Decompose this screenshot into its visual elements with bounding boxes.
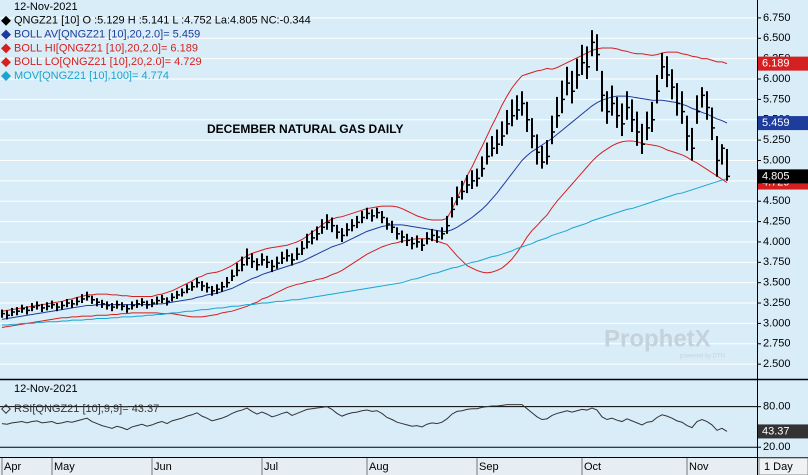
x-tick-label: Oct <box>584 461 601 473</box>
y-tick-label: 3.500 <box>763 277 791 289</box>
y-tick-label: 3.250 <box>763 297 791 309</box>
y-tick-label: 5.000 <box>763 154 791 166</box>
y-tick-label: 6.500 <box>763 32 791 44</box>
x-tick-label: May <box>54 461 75 473</box>
watermark: ProphetX <box>604 325 711 352</box>
x-tick-label: Nov <box>689 461 709 473</box>
x-tick-label: Apr <box>4 461 21 473</box>
legend-marker <box>1 29 11 40</box>
value-tag: 43.37 <box>762 425 790 437</box>
legend-date: 12-Nov-2021 <box>14 383 78 395</box>
legend-marker <box>1 43 11 54</box>
legend-entry: RSI[QNGZ21 [10],9,9]= 43.37 <box>14 403 159 415</box>
x-tick-label: Jul <box>264 461 278 473</box>
value-tag-bg <box>758 424 808 439</box>
legend-entry: BOLL AV[QNGZ21 [10],20,2.0]= 5.459 <box>14 29 200 41</box>
legend-marker <box>1 404 11 414</box>
y-tick-label: 4.000 <box>763 236 791 248</box>
y-tick-label: 5.750 <box>763 93 791 105</box>
y-tick-label: 3.000 <box>763 317 791 329</box>
indicator-line <box>2 178 728 326</box>
y-tick-label: 2.750 <box>763 338 791 350</box>
y-tick-label: 6.000 <box>763 73 791 85</box>
interval-box[interactable] <box>758 457 808 475</box>
y-tick-label: 6.750 <box>763 12 791 24</box>
x-tick-label: Aug <box>369 461 389 473</box>
y-tick-label: 20.00 <box>763 441 791 453</box>
value-tag: 5.459 <box>762 117 790 129</box>
x-tick-label: Jun <box>154 461 172 473</box>
legend-layer: 12-Nov-2021 QNGZ21 [10] O :5.129 H :5.141… <box>1 1 311 415</box>
legend-marker <box>1 57 11 68</box>
indicator-line <box>1 404 728 432</box>
legend-marker <box>1 15 11 26</box>
legend-entry: BOLL LO[QNGZ21 [10],20,2.0]= 4.729 <box>14 56 202 68</box>
value-tag-bg <box>758 116 808 131</box>
chart-annotation: DECEMBER NATURAL GAS DAILY <box>207 122 403 136</box>
value-tag-bg <box>758 169 808 184</box>
legend-marker <box>1 71 11 81</box>
y-tick-label: 5.250 <box>763 134 791 146</box>
legend-entry: MOV[QNGZ21 [10],100]= 4.774 <box>14 70 169 82</box>
y-tick-label: 3.750 <box>763 256 791 268</box>
watermark-sub: powered by DTN <box>680 354 725 360</box>
x-axis-strip <box>0 457 808 475</box>
interval-label[interactable]: 1 Day <box>764 461 793 473</box>
legend-entry: QNGZ21 [10] O :5.129 H :5.141 L :4.752 L… <box>14 15 311 27</box>
value-tag: 6.189 <box>762 58 790 70</box>
y-tick-label: 2.500 <box>763 358 791 370</box>
indicator-line <box>1 140 728 328</box>
legend-entry: BOLL HI[QNGZ21 [10],20,2.0]= 6.189 <box>14 42 198 54</box>
legend-date: 12-Nov-2021 <box>14 1 78 13</box>
y-tick-label: 4.250 <box>763 215 791 227</box>
x-tick-label: Sep <box>479 461 499 473</box>
plot-layer: Apr May Jun Jul Aug Sep Oct Nov 2.500 2.750 3.000 3… <box>0 12 791 475</box>
y-tick-label: 80.00 <box>763 401 791 413</box>
value-tag: 4.805 <box>762 170 790 182</box>
indicator-line <box>1 47 728 312</box>
y-tick-label: 4.500 <box>763 195 791 207</box>
value-tag-bg <box>758 56 808 71</box>
